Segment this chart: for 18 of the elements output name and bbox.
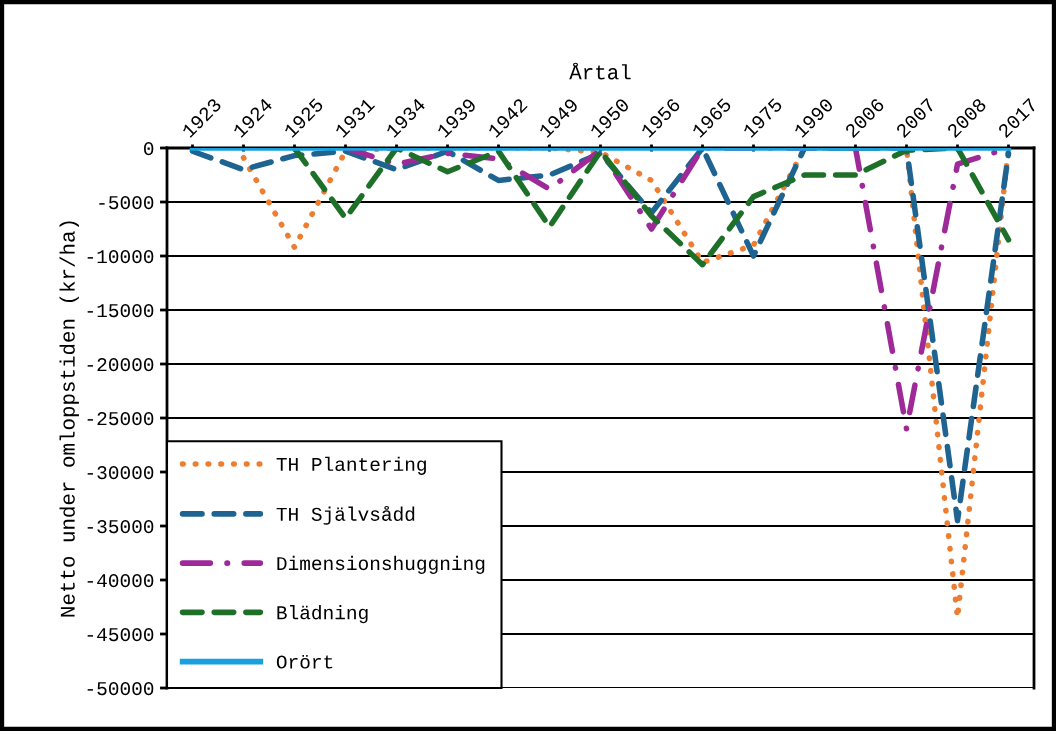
y-tick-label: -35000	[87, 520, 154, 534]
legend-label: Blädning	[277, 605, 368, 624]
legend-label: TH Självsådd	[276, 506, 415, 525]
legend-label: TH Plantering	[276, 456, 426, 475]
x-axis-title: Årtal	[569, 62, 631, 80]
y-tick-label: -15000	[87, 304, 154, 318]
y-tick-label: -45000	[87, 628, 154, 642]
y-tick-label: -50000	[87, 682, 154, 696]
legend-label: Dimensionshuggning	[277, 555, 485, 574]
y-tick-label: -5000	[99, 196, 154, 210]
y-axis-title: Netto under omloppstiden (kr/ha)	[59, 221, 79, 617]
legend-label: Orört	[276, 655, 333, 669]
y-tick-label: -25000	[87, 412, 154, 426]
y-tick-label: -20000	[87, 358, 154, 372]
y-tick-label: 0	[144, 142, 154, 156]
y-tick-label: -10000	[87, 250, 154, 264]
y-tick-label: -40000	[87, 574, 154, 588]
y-tick-label: -30000	[87, 466, 154, 480]
